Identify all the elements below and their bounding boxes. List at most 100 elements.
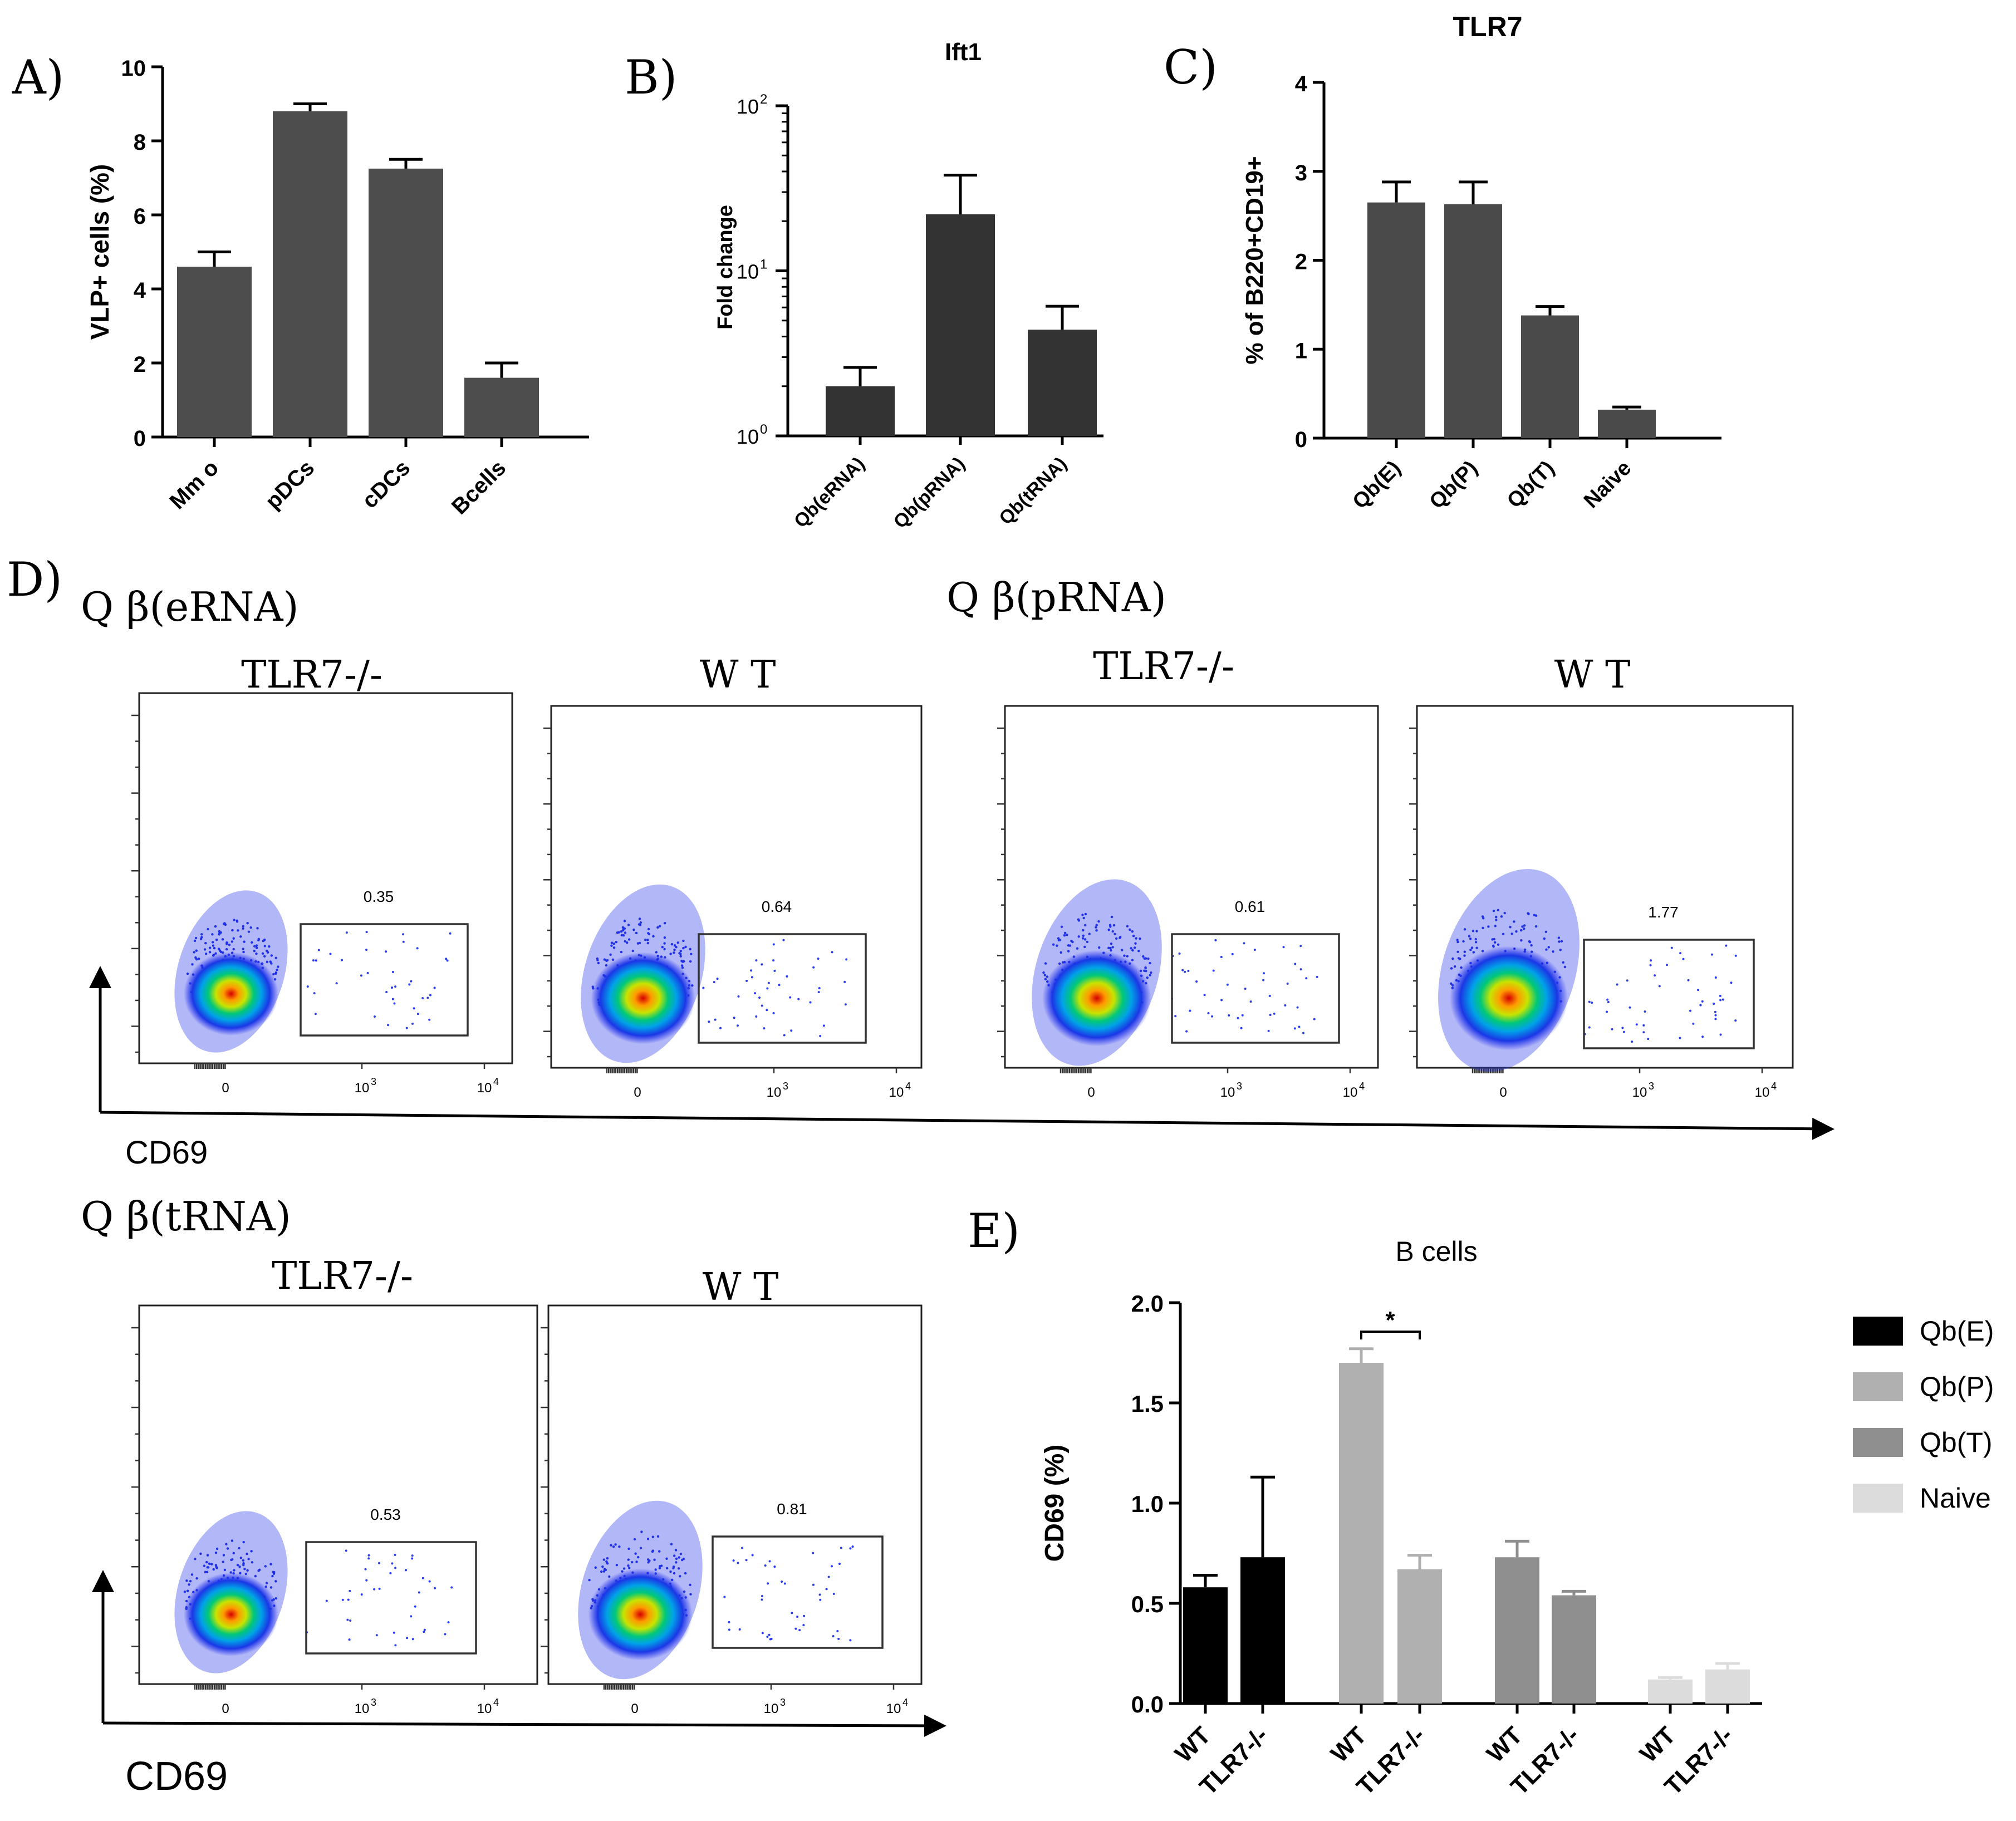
- flow-gated-dot: [1687, 979, 1690, 981]
- flow-gated-dot: [1719, 999, 1722, 1002]
- flow-event-dot: [223, 922, 226, 925]
- flow-event-dot: [215, 1565, 218, 1568]
- flow-gated-dot: [1203, 994, 1206, 997]
- flow-event-dot: [1147, 957, 1150, 960]
- flow-event-dot: [274, 956, 277, 959]
- flow-event-dot: [249, 926, 252, 929]
- flow-event-dot: [263, 945, 267, 948]
- bar: [1598, 409, 1656, 438]
- flow-event-dot: [684, 1572, 687, 1575]
- flow-event-dot: [675, 1557, 678, 1560]
- flow-gated-dot: [758, 997, 761, 999]
- flow-event-dot: [246, 921, 249, 925]
- flow-gated-dot: [802, 1624, 805, 1627]
- y-tick-label: 1.5: [1131, 1391, 1164, 1417]
- flow-event-dot: [1547, 946, 1550, 949]
- flow-gated-dot: [315, 959, 317, 962]
- y-tick-label: 0.0: [1131, 1691, 1164, 1717]
- flow-event-dot: [1131, 949, 1134, 952]
- legend-swatch: [1853, 1317, 1903, 1346]
- flow-event-dot: [648, 932, 651, 936]
- flow-event-dot: [1081, 914, 1084, 916]
- flow-event-dot: [681, 1558, 684, 1562]
- flow-event-dot: [672, 1565, 675, 1568]
- flow-x-tick-exponent: 3: [1649, 1081, 1654, 1092]
- flow-event-dot: [1076, 947, 1079, 950]
- flow-gated-dot: [1284, 1004, 1287, 1007]
- flow-event-dot: [603, 958, 606, 961]
- flow-event-dot: [1463, 928, 1466, 931]
- chart-title: Ift1: [945, 38, 982, 66]
- flow-event-dot: [218, 930, 221, 933]
- flow-gated-dot: [377, 1562, 380, 1564]
- y-tick-label: 1: [1295, 338, 1307, 363]
- flow-event-dot: [610, 941, 614, 944]
- flow-event-dot: [1110, 949, 1112, 952]
- flow-event-dot: [232, 948, 235, 951]
- y-axis-label: % of B220+CD19+: [1241, 156, 1268, 364]
- flow-gated-dot: [1714, 1018, 1717, 1020]
- flow-gated-dot: [314, 1013, 317, 1015]
- flow-gated-dot: [796, 1616, 799, 1618]
- flow-gated-dot: [1299, 945, 1302, 948]
- bar: [177, 267, 252, 437]
- flow-event-dot: [232, 937, 235, 940]
- flow-event-dot: [1492, 910, 1495, 912]
- flow-gated-dot: [773, 969, 776, 972]
- flow-gated-dot: [1298, 1025, 1301, 1028]
- flow-event-dot: [251, 941, 253, 944]
- flow-event-dot: [203, 1564, 205, 1567]
- flow-event-dot: [627, 1547, 630, 1550]
- flow-gated-dot: [413, 1007, 415, 1010]
- flow-gated-dot: [761, 963, 763, 966]
- flow-gated-dot: [1591, 1002, 1593, 1004]
- flow-gated-dot: [1211, 1015, 1214, 1018]
- flow-event-dot: [618, 1545, 621, 1548]
- y-tick-label: 0: [134, 426, 146, 451]
- flow-gate: [698, 933, 867, 1044]
- flow-gated-dot: [1642, 1031, 1645, 1034]
- flow-event-dot: [628, 1567, 631, 1569]
- flow-event-dot: [623, 927, 626, 930]
- flow-event-dot: [597, 961, 600, 965]
- flow-event-dot: [208, 951, 212, 954]
- flow-event-dot: [606, 959, 609, 962]
- flow-gated-dot: [313, 992, 316, 995]
- flow-gated-dot: [428, 1580, 431, 1583]
- flow-gated-dot: [786, 975, 788, 978]
- flow-gated-dot: [761, 1632, 764, 1635]
- flow-event-dot: [638, 917, 641, 920]
- flow-gated-dot: [737, 995, 740, 998]
- flow-event-dot: [204, 953, 208, 955]
- flow-gated-dot: [1228, 1014, 1230, 1017]
- flow-gated-dot: [822, 1024, 825, 1027]
- flow-gated-dot: [1244, 987, 1247, 990]
- flow-gated-dot: [325, 1599, 328, 1602]
- flow-event-dot: [1112, 924, 1116, 927]
- flow-event-dot: [1558, 940, 1561, 943]
- flow-event-dot: [1521, 925, 1524, 928]
- flow-event-dot: [1115, 937, 1118, 940]
- flow-gated-dot: [335, 982, 338, 985]
- flow-gated-dot: [1734, 954, 1737, 957]
- flow-event-dot: [269, 1586, 273, 1589]
- flow-event-dot: [663, 936, 666, 939]
- flow-event-dot: [1097, 920, 1100, 923]
- flow-event-dot: [1493, 938, 1495, 941]
- flow-event-dot: [1144, 957, 1147, 960]
- flow-gated-dot: [772, 959, 775, 962]
- flow-event-dot: [274, 1597, 278, 1600]
- flow-gated-dot: [1249, 1000, 1252, 1003]
- flow-gated-dot: [1714, 976, 1717, 979]
- flow-event-dot: [195, 949, 198, 952]
- bar: [1444, 204, 1502, 438]
- flow-gated-dot: [1231, 953, 1234, 955]
- flow-event-dot: [257, 938, 261, 941]
- flow-gate: [1171, 933, 1340, 1044]
- flow-gated-dot: [1220, 955, 1223, 958]
- flow-event-dot: [183, 1590, 187, 1593]
- flow-event-dot: [195, 1577, 198, 1580]
- flow-gate: [1583, 939, 1755, 1049]
- significance-bracket: [1360, 1331, 1421, 1339]
- flow-gated-dot: [818, 1593, 821, 1596]
